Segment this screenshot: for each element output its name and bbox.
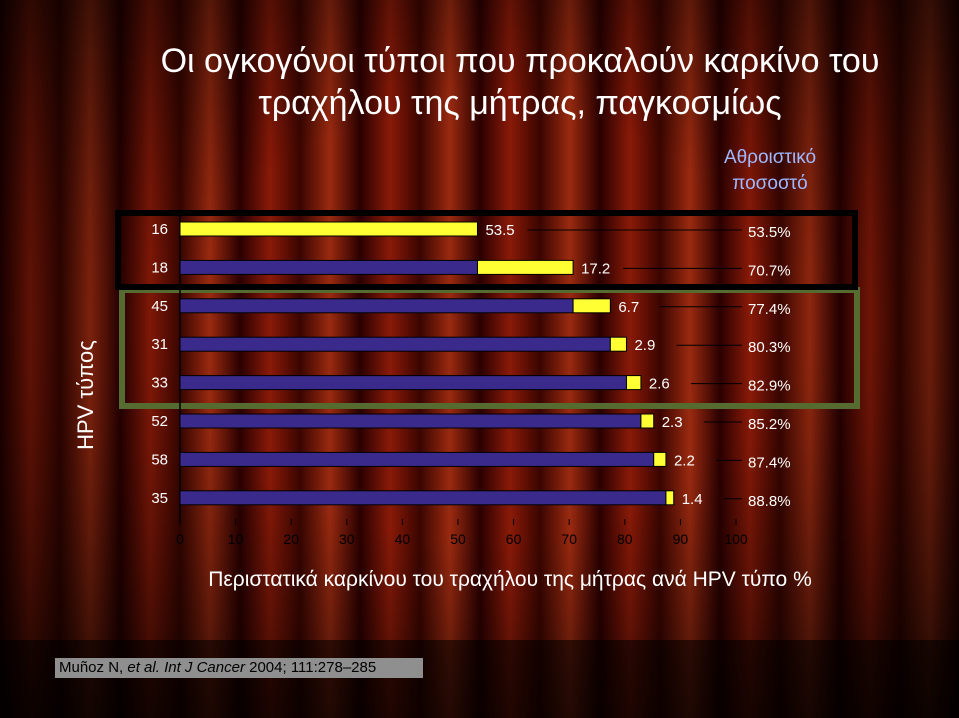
data-label: 2.9 <box>634 337 655 354</box>
x-tick-label: 40 <box>395 531 411 547</box>
cumulative-label: 70.7% <box>748 262 791 279</box>
bar-previous <box>179 413 642 429</box>
category-label: 33 <box>151 375 168 392</box>
cumulative-label: 77.4% <box>748 301 791 318</box>
bar-hpv-type <box>665 490 675 506</box>
bar-previous <box>179 451 655 467</box>
cumulative-label: 82.9% <box>748 378 791 395</box>
data-label: 6.7 <box>618 299 639 316</box>
y-axis-label: HPV τύπος <box>73 340 98 450</box>
bar-hpv-type <box>640 413 655 429</box>
category-label: 18 <box>151 259 168 276</box>
citation-authors: Muñoz N, <box>59 659 124 676</box>
data-label: 53.5 <box>485 222 514 239</box>
bar-hpv-type <box>476 259 574 275</box>
category-label: 52 <box>151 413 168 430</box>
data-label: 1.4 <box>682 491 703 508</box>
highlight-box-black <box>115 210 858 290</box>
bar-previous <box>179 375 627 391</box>
bar-previous <box>179 259 478 275</box>
data-label: 2.3 <box>662 414 683 431</box>
cumulative-label: 87.4% <box>748 454 791 471</box>
bar-hpv-type <box>179 221 478 237</box>
category-label: 16 <box>151 221 168 238</box>
data-label: 2.2 <box>674 452 695 469</box>
data-label: 17.2 <box>581 260 610 277</box>
x-tick-label: 10 <box>228 531 244 547</box>
bar-hpv-type <box>609 336 627 352</box>
bar-previous <box>179 490 667 506</box>
bar-hpv-type <box>653 451 667 467</box>
cumulative-label: 80.3% <box>748 339 791 356</box>
bar-previous <box>179 336 611 352</box>
cumulative-label: 88.8% <box>748 493 791 510</box>
citation-etal: et al. <box>127 659 160 676</box>
x-tick-label: 100 <box>724 531 748 547</box>
cumulative-label: 53.5% <box>748 224 791 241</box>
cumulative-label: 85.2% <box>748 416 791 433</box>
x-tick-label: 90 <box>673 531 689 547</box>
cumulative-header: Αθροιστικό ποσοστό <box>723 147 817 194</box>
x-tick-label: 30 <box>339 531 355 547</box>
category-label: 45 <box>151 298 168 315</box>
citation-journal: Int J Cancer <box>164 659 245 676</box>
data-label: 2.6 <box>649 376 670 393</box>
category-label: 35 <box>151 490 168 507</box>
bar-previous <box>179 298 574 314</box>
x-tick-label: 20 <box>283 531 299 547</box>
citation-ref: 2004; 111:278–285 <box>249 659 377 676</box>
citation: Muñoz N, et al. Int J Cancer 2004; 111:2… <box>55 658 423 678</box>
page-title: Οι ογκογόνοι τύποι που προκαλούν καρκίνο… <box>160 42 880 122</box>
x-tick-label: 50 <box>450 531 466 547</box>
category-label: 31 <box>151 336 168 353</box>
category-label: 58 <box>151 451 168 468</box>
x-axis-label: Περιστατικά καρκίνου του τραχήλου της μή… <box>208 568 812 591</box>
x-tick-label: 0 <box>176 531 184 547</box>
x-tick-label: 80 <box>617 531 633 547</box>
bar-hpv-type <box>625 375 642 391</box>
bar-hpv-type <box>572 298 611 314</box>
x-tick-label: 60 <box>506 531 522 547</box>
x-tick-label: 70 <box>561 531 577 547</box>
